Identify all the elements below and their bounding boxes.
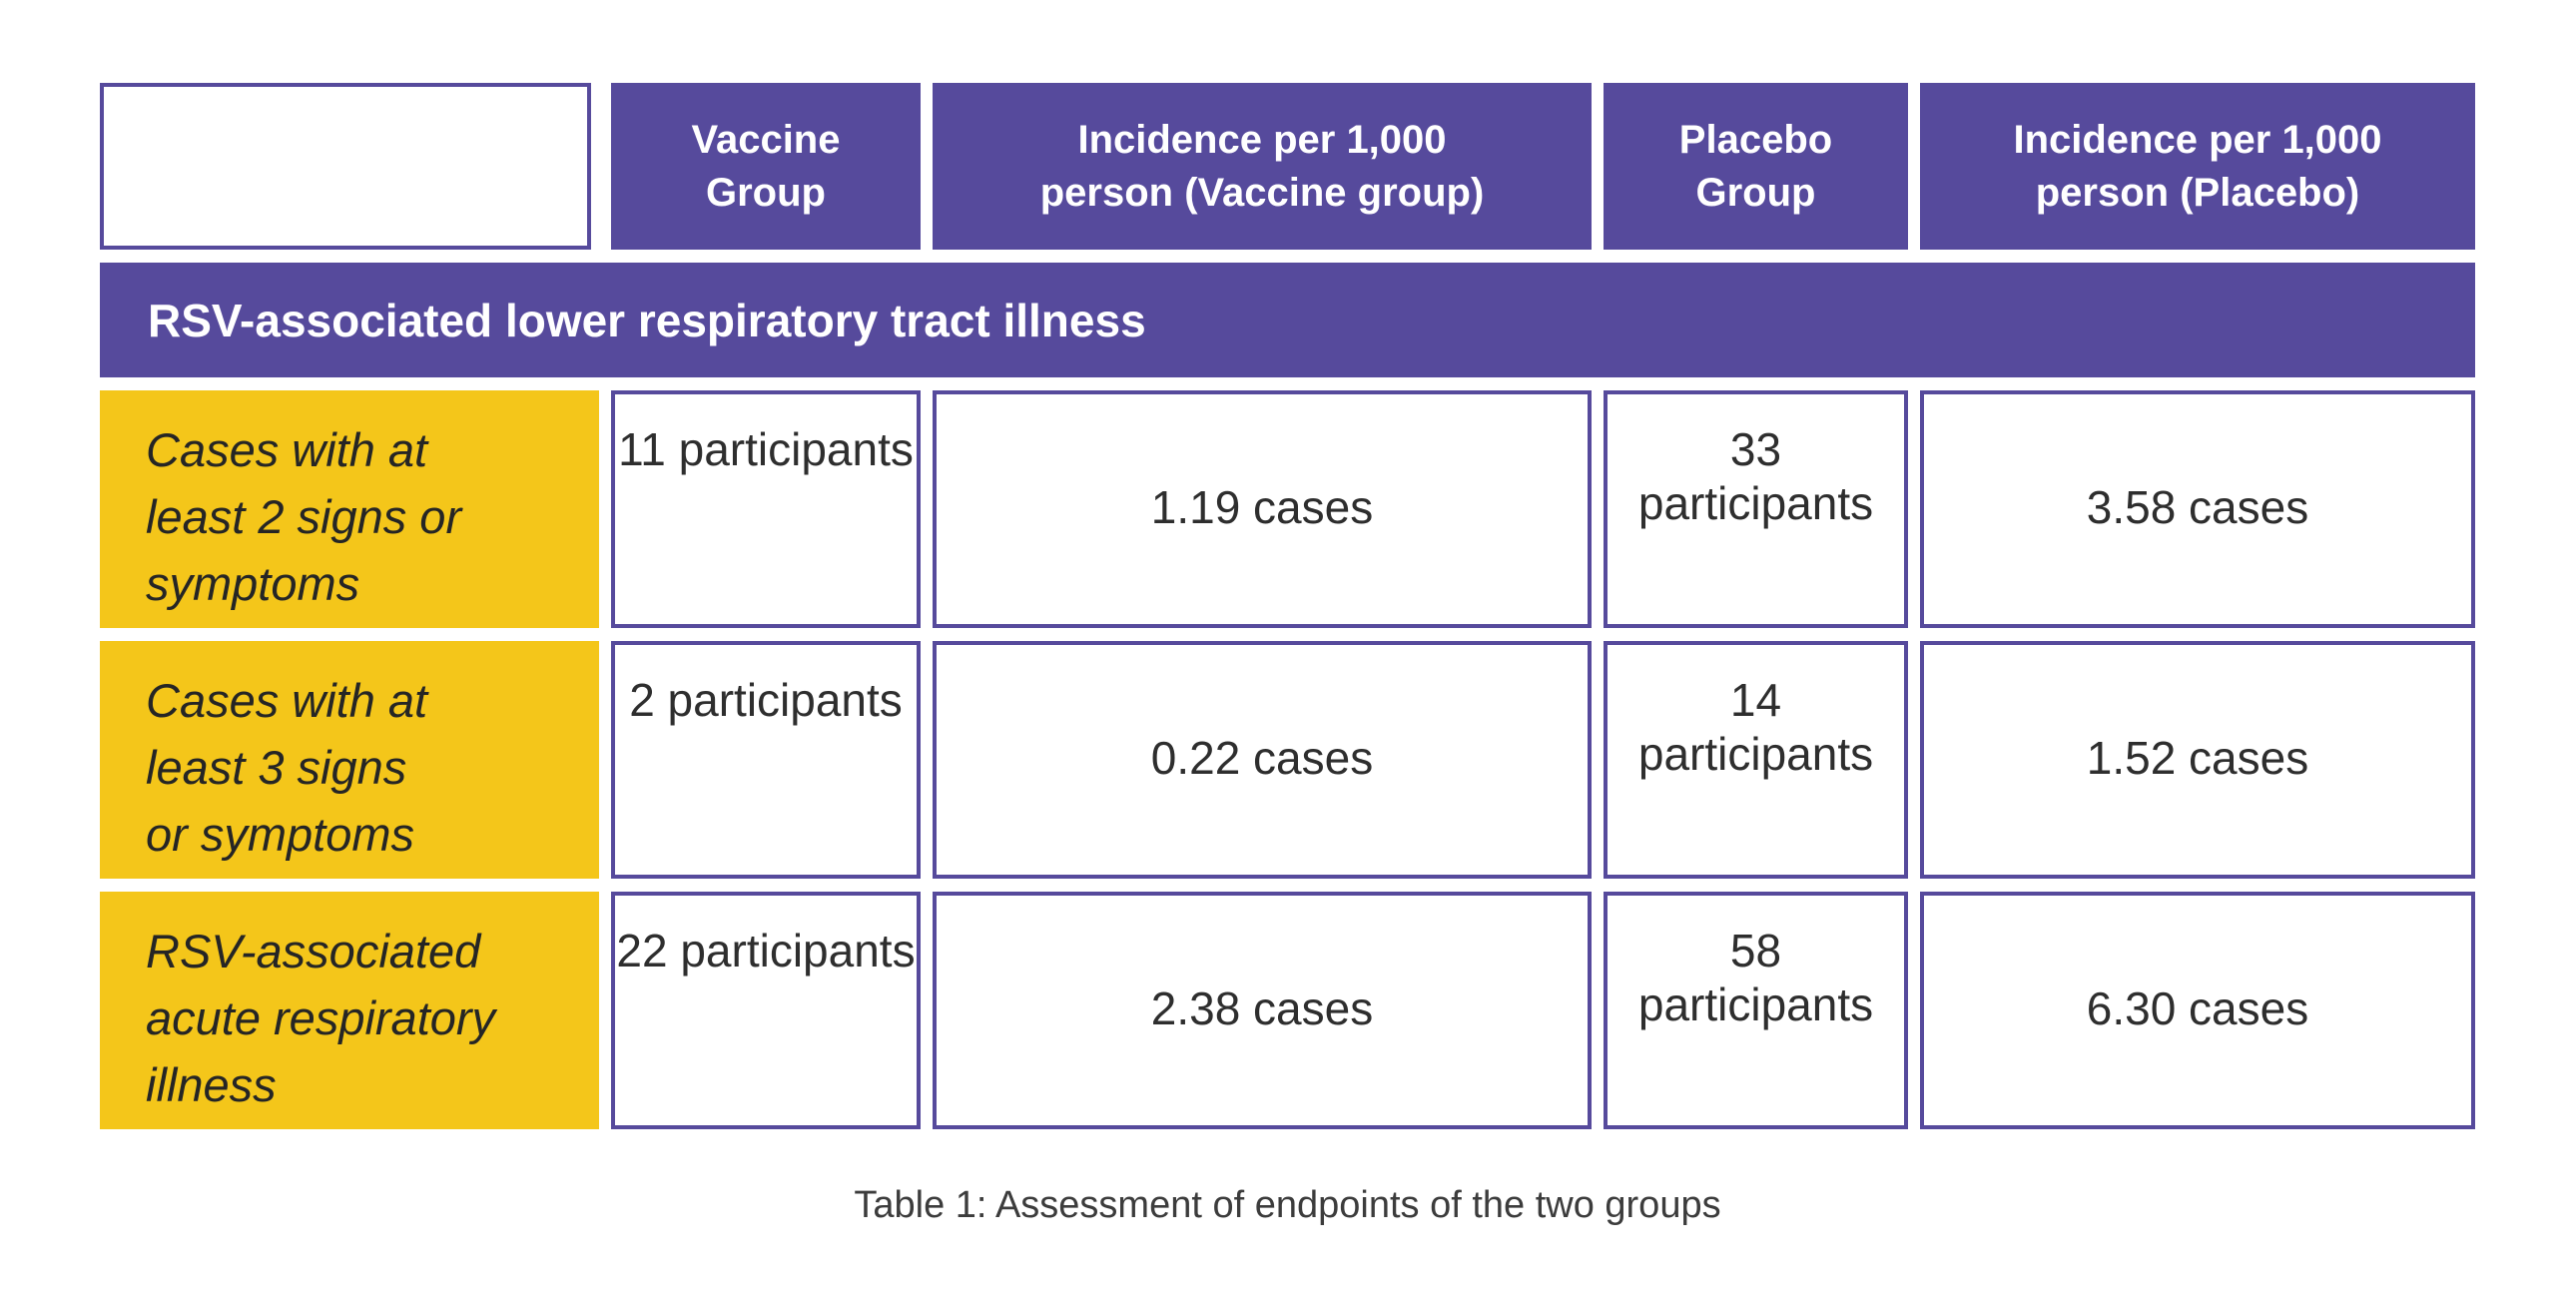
label-line: Cases with at — [146, 674, 428, 727]
value-vaccine-participants: 22 participants — [611, 892, 921, 1129]
value-vaccine-incidence: 1.19 cases — [933, 390, 1592, 628]
value-placebo-incidence: 1.52 cases — [1920, 641, 2475, 879]
section-band-label: RSV-associated lower respiratory tract i… — [148, 294, 1146, 346]
header-line: person (Vaccine group) — [1039, 170, 1485, 215]
label-line: illness — [146, 1058, 277, 1112]
row-label-2-signs: Cases with at least 2 signs or symptoms — [100, 390, 599, 628]
value-vaccine-incidence: 0.22 cases — [933, 641, 1592, 879]
row-label-3-signs: Cases with at least 3 signs or symptoms — [100, 641, 599, 879]
label-line: acute respiratory — [146, 991, 496, 1045]
value-placebo-incidence: 6.30 cases — [1920, 892, 2475, 1129]
label-line: least 2 signs or — [146, 490, 462, 544]
label-line: Cases with at — [146, 423, 428, 476]
header-line: Group — [706, 170, 826, 215]
header-line: Incidence per 1,000 — [1077, 117, 1447, 162]
value-vaccine-participants: 11 participants — [611, 390, 921, 628]
label-line: symptoms — [146, 557, 360, 611]
table-caption: Table 1: Assessment of endpoints of the … — [854, 1184, 1721, 1226]
value-vaccine-incidence: 2.38 cases — [933, 892, 1592, 1129]
value-placebo-incidence: 3.58 cases — [1920, 390, 2475, 628]
label-line: or symptoms — [146, 808, 414, 862]
header-line: Vaccine — [691, 117, 841, 162]
header-line: person (Placebo) — [2035, 170, 2360, 215]
header-incidence-placebo: Incidence per 1,000 person (Placebo) — [1920, 83, 2475, 250]
header-vaccine-group: Vaccine Group — [611, 83, 921, 250]
section-band-rsv-lrti: RSV-associated lower respiratory tract i… — [100, 263, 2475, 377]
value-vaccine-participants: 2 participants — [611, 641, 921, 879]
label-line: least 3 signs — [146, 741, 407, 795]
corner-empty-cell — [100, 83, 591, 250]
header-incidence-vaccine: Incidence per 1,000 person (Vaccine grou… — [933, 83, 1592, 250]
header-placebo-group: Placebo Group — [1604, 83, 1908, 250]
label-line: RSV-associated — [146, 925, 481, 977]
value-placebo-participants: 14 participants — [1604, 641, 1908, 879]
value-placebo-participants: 58 participants — [1604, 892, 1908, 1129]
header-line: Group — [1695, 170, 1816, 215]
header-line: Incidence per 1,000 — [2013, 117, 2382, 162]
row-label-acute-respiratory: RSV-associated acute respiratory illness — [100, 892, 599, 1129]
header-line: Placebo — [1678, 117, 1833, 162]
endpoints-table: Vaccine Group Incidence per 1,000 person… — [100, 83, 2475, 1129]
value-placebo-participants: 33 participants — [1604, 390, 1908, 628]
